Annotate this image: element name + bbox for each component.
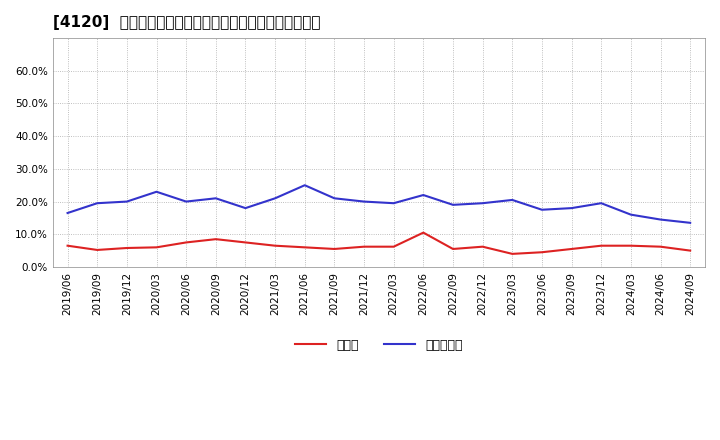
現預金 xyxy=(122,246,131,251)
現預金 xyxy=(390,244,398,249)
有利子負債 xyxy=(152,189,161,194)
現預金 xyxy=(686,248,695,253)
現預金 xyxy=(212,237,220,242)
有利子負債 xyxy=(478,201,487,206)
有利子負債 xyxy=(271,196,279,201)
現預金 xyxy=(360,244,369,249)
現預金 xyxy=(152,245,161,250)
有利子負債 xyxy=(538,207,546,213)
有利子負債 xyxy=(63,210,72,216)
有利子負債 xyxy=(212,196,220,201)
現預金 xyxy=(478,244,487,249)
有利子負債 xyxy=(567,205,576,211)
有利子負債 xyxy=(626,212,635,217)
有利子負債 xyxy=(656,217,665,222)
現預金 xyxy=(597,243,606,248)
現預金 xyxy=(567,246,576,252)
有利子負債 xyxy=(390,201,398,206)
有利子負債 xyxy=(182,199,191,204)
現預金 xyxy=(626,243,635,248)
現預金 xyxy=(538,249,546,255)
現預金 xyxy=(300,245,309,250)
Legend: 現預金, 有利子負債: 現預金, 有利子負債 xyxy=(290,334,467,357)
現預金 xyxy=(182,240,191,245)
有利子負債 xyxy=(360,199,369,204)
有利子負債 xyxy=(300,183,309,188)
現預金 xyxy=(63,243,72,248)
有利子負債 xyxy=(686,220,695,225)
Line: 有利子負債: 有利子負債 xyxy=(68,185,690,223)
有利子負債 xyxy=(241,205,250,211)
現預金 xyxy=(241,240,250,245)
現預金 xyxy=(508,251,517,257)
現預金 xyxy=(656,244,665,249)
有利子負債 xyxy=(597,201,606,206)
現預金 xyxy=(93,247,102,253)
Line: 現預金: 現預金 xyxy=(68,233,690,254)
現預金 xyxy=(419,230,428,235)
有利子負債 xyxy=(122,199,131,204)
現預金 xyxy=(330,246,338,252)
有利子負債 xyxy=(419,192,428,198)
現預金 xyxy=(271,243,279,248)
Text: [4120]  現預金、有利子負債の総資産に対する比率の推移: [4120] 現預金、有利子負債の総資産に対する比率の推移 xyxy=(53,15,320,30)
現預金 xyxy=(449,246,457,252)
有利子負債 xyxy=(330,196,338,201)
有利子負債 xyxy=(449,202,457,208)
有利子負債 xyxy=(93,201,102,206)
有利子負債 xyxy=(508,197,517,202)
